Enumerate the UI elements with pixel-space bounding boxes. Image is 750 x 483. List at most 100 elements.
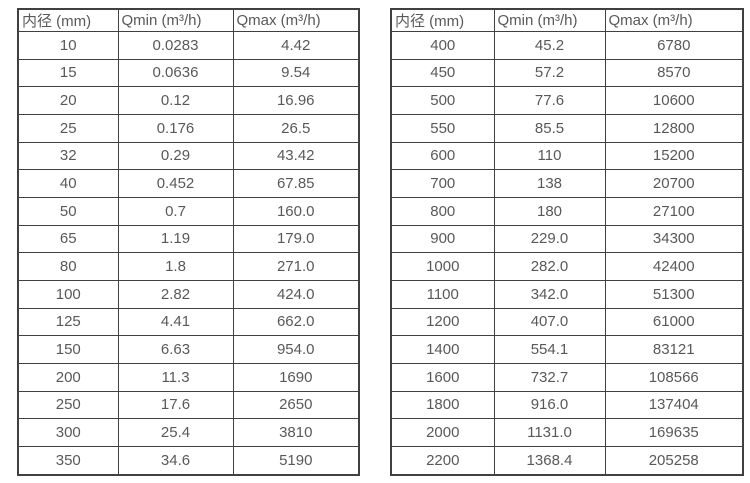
table-cell: 61000: [604, 307, 744, 337]
header-qmin: Qmin (m³/h): [117, 8, 234, 32]
table-row: 1200 407.0 61000: [390, 307, 744, 337]
table-cell: 10: [17, 31, 119, 60]
table-cell: 17.6: [117, 390, 234, 420]
table-cell: 6780: [604, 31, 744, 60]
table-cell: 0.0283: [117, 31, 234, 60]
table-cell: 342.0: [493, 279, 606, 309]
table-cell: 138: [493, 169, 606, 198]
table-cell: 43.42: [232, 141, 360, 171]
table-cell: 550: [390, 113, 495, 143]
table-row: 125 4.41 662.0: [17, 307, 360, 337]
table-cell: 4.42: [232, 31, 360, 60]
table-cell: 554.1: [493, 335, 606, 364]
table-row: 400 45.2 6780: [390, 31, 744, 60]
table-cell: 800: [390, 196, 495, 226]
table-cell: 1131.0: [493, 418, 606, 447]
table-row: 600 110 15200: [390, 141, 744, 171]
table-cell: 0.176: [117, 113, 234, 143]
table-cell: 77.6: [493, 86, 606, 115]
table-cell: 229.0: [493, 224, 606, 254]
table-row: 20 0.12 16.96: [17, 86, 360, 115]
header-row: 内径 (mm) Qmin (m³/h) Qmax (m³/h): [390, 8, 744, 32]
table-cell: 700: [390, 169, 495, 198]
table-cell: 954.0: [232, 335, 360, 364]
table-cell: 205258: [604, 445, 744, 476]
table-cell: 83121: [604, 335, 744, 364]
table-cell: 500: [390, 86, 495, 115]
table-row: 25 0.176 26.5: [17, 113, 360, 143]
table-cell: 600: [390, 141, 495, 171]
table-cell: 424.0: [232, 279, 360, 309]
table-cell: 916.0: [493, 390, 606, 420]
table-cell: 5190: [232, 445, 360, 476]
table-row: 2200 1368.4 205258: [390, 445, 744, 476]
table-row: 1600 732.7 108566: [390, 362, 744, 392]
table-cell: 9.54: [232, 58, 360, 88]
table-cell: 271.0: [232, 252, 360, 281]
table-cell: 160.0: [232, 196, 360, 226]
table-row: 350 34.6 5190: [17, 445, 360, 476]
table-cell: 900: [390, 224, 495, 254]
table-cell: 1400: [390, 335, 495, 364]
table-cell: 125: [17, 307, 119, 337]
table-cell: 27100: [604, 196, 744, 226]
table-cell: 26.5: [232, 113, 360, 143]
table-row: 100 2.82 424.0: [17, 279, 360, 309]
table-cell: 12800: [604, 113, 744, 143]
table-cell: 2200: [390, 445, 495, 476]
table-cell: 150: [17, 335, 119, 364]
table-row: 2000 1131.0 169635: [390, 418, 744, 447]
table-cell: 108566: [604, 362, 744, 392]
table-row: 15 0.0636 9.54: [17, 58, 360, 88]
table-cell: 34.6: [117, 445, 234, 476]
table-cell: 2650: [232, 390, 360, 420]
table-cell: 20: [17, 86, 119, 115]
table-cell: 42400: [604, 252, 744, 281]
table-cell: 51300: [604, 279, 744, 309]
table-cell: 407.0: [493, 307, 606, 337]
table-row: 500 77.6 10600: [390, 86, 744, 115]
table-row: 700 138 20700: [390, 169, 744, 198]
table-cell: 169635: [604, 418, 744, 447]
table-cell: 0.29: [117, 141, 234, 171]
table-cell: 110: [493, 141, 606, 171]
table-cell: 0.12: [117, 86, 234, 115]
header-diameter: 内径 (mm): [390, 8, 495, 32]
table-cell: 100: [17, 279, 119, 309]
table-cell: 6.63: [117, 335, 234, 364]
table-cell: 1800: [390, 390, 495, 420]
table-cell: 300: [17, 418, 119, 447]
table-row: 900 229.0 34300: [390, 224, 744, 254]
table-cell: 2.82: [117, 279, 234, 309]
table-row: 550 85.5 12800: [390, 113, 744, 143]
table-cell: 1690: [232, 362, 360, 392]
table-cell: 1.8: [117, 252, 234, 281]
table-cell: 179.0: [232, 224, 360, 254]
table-cell: 0.452: [117, 169, 234, 198]
table-row: 1800 916.0 137404: [390, 390, 744, 420]
table-cell: 15200: [604, 141, 744, 171]
header-row: 内径 (mm) Qmin (m³/h) Qmax (m³/h): [17, 8, 360, 32]
table-cell: 732.7: [493, 362, 606, 392]
table-row: 150 6.63 954.0: [17, 335, 360, 364]
table-cell: 662.0: [232, 307, 360, 337]
table-cell: 250: [17, 390, 119, 420]
table-cell: 1000: [390, 252, 495, 281]
diameter-flow-table-large: 内径 (mm) Qmin (m³/h) Qmax (m³/h) 400 45.2 6…: [390, 8, 744, 476]
table-cell: 137404: [604, 390, 744, 420]
table-cell: 4.41: [117, 307, 234, 337]
table-cell: 3810: [232, 418, 360, 447]
table-cell: 1200: [390, 307, 495, 337]
table-cell: 0.0636: [117, 58, 234, 88]
table-cell: 40: [17, 169, 119, 198]
table-cell: 11.3: [117, 362, 234, 392]
table-cell: 200: [17, 362, 119, 392]
table-cell: 8570: [604, 58, 744, 88]
table-cell: 32: [17, 141, 119, 171]
table-cell: 80: [17, 252, 119, 281]
table-row: 1400 554.1 83121: [390, 335, 744, 364]
table-cell: 85.5: [493, 113, 606, 143]
table-cell: 45.2: [493, 31, 606, 60]
table-row: 300 25.4 3810: [17, 418, 360, 447]
